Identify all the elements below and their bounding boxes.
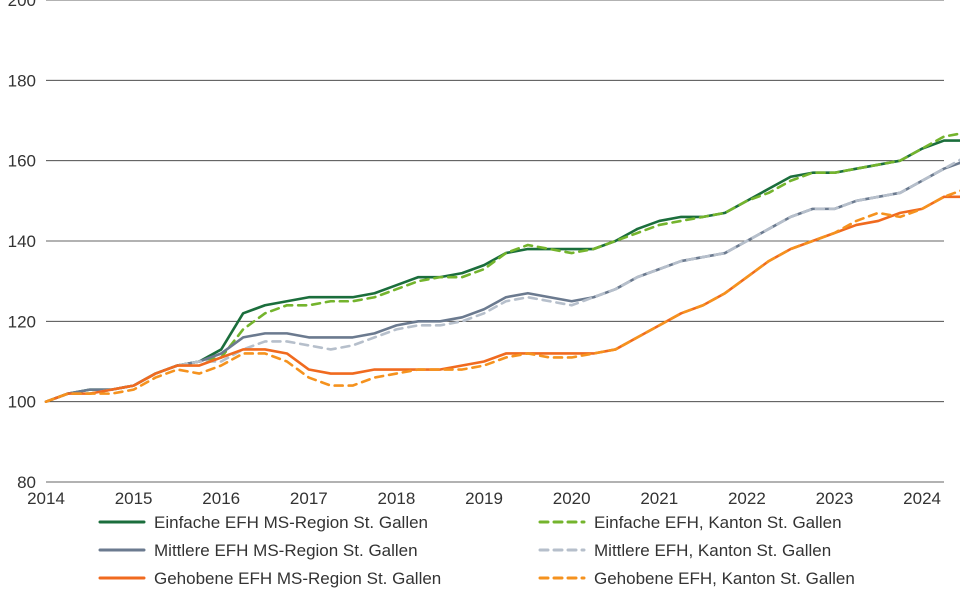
svg-text:2021: 2021 <box>640 489 678 508</box>
svg-text:100: 100 <box>8 393 36 412</box>
line-chart: 8010012014016018020020142015201620172018… <box>0 0 960 603</box>
svg-text:2023: 2023 <box>816 489 854 508</box>
svg-text:160: 160 <box>8 152 36 171</box>
legend-label-gehobene_kt: Gehobene EFH, Kanton St. Gallen <box>594 569 855 588</box>
svg-text:140: 140 <box>8 232 36 251</box>
svg-text:120: 120 <box>8 312 36 331</box>
svg-text:200: 200 <box>8 0 36 10</box>
svg-text:2017: 2017 <box>290 489 328 508</box>
svg-text:2020: 2020 <box>553 489 591 508</box>
svg-text:2016: 2016 <box>202 489 240 508</box>
svg-text:180: 180 <box>8 71 36 90</box>
legend-label-mittlere_kt: Mittlere EFH, Kanton St. Gallen <box>594 541 831 560</box>
legend-label-einfache_kt: Einfache EFH, Kanton St. Gallen <box>594 513 842 532</box>
legend-label-mittlere_ms: Mittlere EFH MS-Region St. Gallen <box>154 541 418 560</box>
legend-label-gehobene_ms: Gehobene EFH MS-Region St. Gallen <box>154 569 441 588</box>
svg-text:2015: 2015 <box>115 489 153 508</box>
svg-text:2022: 2022 <box>728 489 766 508</box>
svg-text:2024: 2024 <box>903 489 941 508</box>
legend-label-einfache_ms: Einfache EFH MS-Region St. Gallen <box>154 513 428 532</box>
svg-text:2014: 2014 <box>27 489 65 508</box>
svg-text:2019: 2019 <box>465 489 503 508</box>
svg-text:2018: 2018 <box>378 489 416 508</box>
